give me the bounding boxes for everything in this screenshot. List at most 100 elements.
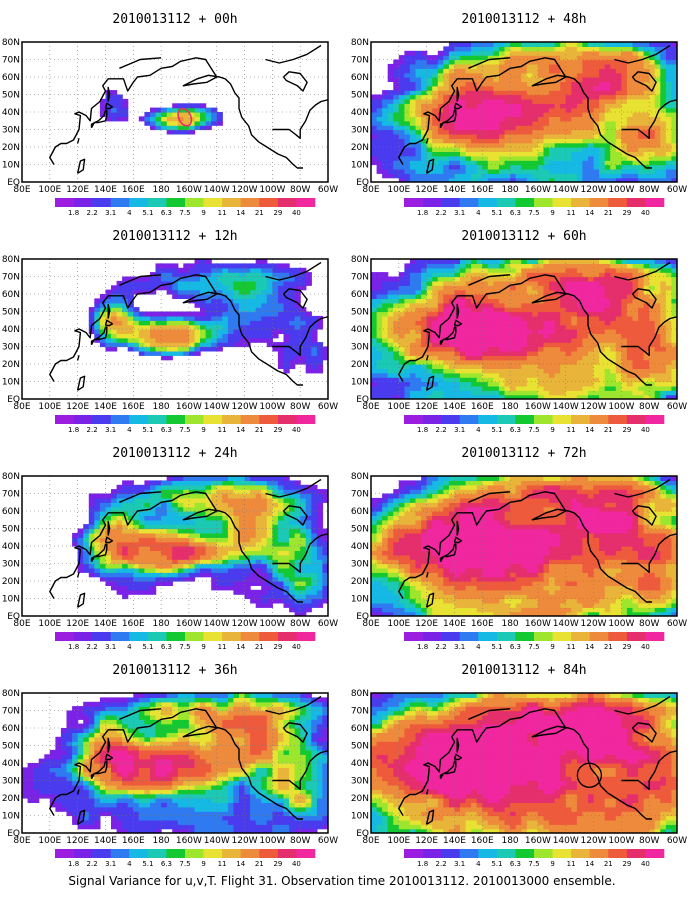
colorbar-swatch <box>185 415 204 424</box>
lat-tick-label: 60N <box>2 290 20 300</box>
lon-tick-label: 120E <box>415 185 438 195</box>
colorbar-label: 40 <box>292 209 301 217</box>
colorbar: 1.8 2.2 3.1 4 5.1 6.3 7.5 9 11 14 21 29 40 <box>55 849 316 868</box>
colorbar-label: 9 <box>201 643 205 651</box>
colorbar-swatch <box>147 849 167 858</box>
colorbar-swatch <box>185 198 204 207</box>
colorbar-label: 4 <box>476 643 481 651</box>
lon-tick-label: 100W <box>259 185 285 195</box>
colorbar-swatch <box>55 632 74 641</box>
lon-tick-label: 100W <box>259 619 285 629</box>
lat-tick-label: EQ <box>7 612 20 622</box>
colorbar-label: 14 <box>585 643 594 651</box>
colorbar-label: 11 <box>218 643 227 651</box>
colorbar-swatch <box>55 198 74 207</box>
lon-tick-label: 160W <box>176 836 202 846</box>
colorbar-swatch <box>73 198 93 207</box>
map-frame <box>370 692 678 834</box>
colorbar-label: 7.5 <box>179 209 190 217</box>
colorbar-label: 7.5 <box>179 426 190 434</box>
lat-tick-label: 80N <box>2 472 20 482</box>
colorbar-label: 5.1 <box>491 426 502 434</box>
map-frame <box>370 41 678 183</box>
colorbar-label: 9 <box>550 209 554 217</box>
lat-tick-label: 80N <box>351 38 369 48</box>
colorbar-label: 2.2 <box>436 426 447 434</box>
colorbar-label: 40 <box>641 426 650 434</box>
colorbar-label: 11 <box>218 426 227 434</box>
colorbar-label: 6.3 <box>161 209 172 217</box>
lon-tick-label: 140E <box>94 619 117 629</box>
variance-field <box>371 259 677 399</box>
lon-tick-label: 140E <box>94 185 117 195</box>
colorbar-label: 9 <box>201 209 205 217</box>
colorbar-label: 29 <box>273 426 282 434</box>
lon-tick-label: 80W <box>639 185 659 195</box>
colorbar-label: 3.1 <box>105 643 116 651</box>
colorbar-swatch <box>277 198 297 207</box>
colorbar-swatch <box>496 632 516 641</box>
colorbar-label: 29 <box>622 643 631 651</box>
lat-tick-label: 50N <box>351 91 369 101</box>
lon-tick-label: 180 <box>152 402 169 412</box>
colorbar-label: 14 <box>236 426 245 434</box>
colorbar-label: 29 <box>622 426 631 434</box>
colorbar-label: 29 <box>622 860 631 868</box>
colorbar-swatch <box>626 198 646 207</box>
colorbar-label: 29 <box>273 209 282 217</box>
lon-tick-label: 180 <box>152 619 169 629</box>
lat-tick-label: 50N <box>351 525 369 535</box>
variance-field <box>371 693 677 833</box>
lon-tick-label: 100E <box>38 836 61 846</box>
lon-tick-label: 60W <box>318 185 338 195</box>
lat-tick-label: 40N <box>351 759 369 769</box>
colorbar-label: 14 <box>585 426 594 434</box>
lon-tick-label: 180 <box>501 402 518 412</box>
colorbar-label: 5.1 <box>491 209 502 217</box>
colorbar-swatch <box>404 849 423 858</box>
colorbar-swatch <box>441 849 460 858</box>
colorbar-label: 4 <box>127 426 132 434</box>
lat-tick-label: 30N <box>2 560 20 570</box>
colorbar-label: 6.3 <box>510 426 521 434</box>
colorbar-swatch <box>166 632 186 641</box>
variance-field <box>371 476 677 616</box>
colorbar-label: 2.2 <box>87 209 98 217</box>
colorbar-label: 3.1 <box>454 426 465 434</box>
colorbar-swatch <box>441 632 460 641</box>
colorbar-swatch <box>608 415 628 424</box>
colorbar-label: 21 <box>255 643 264 651</box>
map-panel: 2010013112 + 60h EQ 10N 20N 30N 40N 50N 60N 70N 8… <box>351 229 687 434</box>
colorbar-swatch <box>185 632 204 641</box>
colorbar-swatch <box>296 198 316 207</box>
colorbar-swatch <box>534 415 553 424</box>
panel-title: 2010013112 + 84h <box>461 663 586 678</box>
colorbar-label: 3.1 <box>454 209 465 217</box>
lon-tick-label: 100W <box>608 402 634 412</box>
colorbar-label: 3.1 <box>105 860 116 868</box>
colorbar-label: 5.1 <box>142 209 153 217</box>
colorbar-swatch <box>534 198 553 207</box>
colorbar-swatch <box>441 415 460 424</box>
colorbar-label: 7.5 <box>179 643 190 651</box>
colorbar-swatch <box>552 415 572 424</box>
lat-tick-label: 60N <box>351 290 369 300</box>
lon-tick-label: 120E <box>66 619 89 629</box>
colorbar-label: 5.1 <box>142 426 153 434</box>
colorbar-label: 5.1 <box>491 643 502 651</box>
lon-tick-label: 180 <box>501 185 518 195</box>
colorbar-label: 9 <box>550 643 554 651</box>
lat-tick-label: 60N <box>2 73 20 83</box>
lon-tick-label: 60W <box>667 185 687 195</box>
variance-field <box>371 42 677 182</box>
colorbar-label: 2.2 <box>436 643 447 651</box>
variance-field <box>22 42 328 182</box>
lon-tick-label: 80E <box>362 619 379 629</box>
colorbar-swatch <box>147 632 167 641</box>
colorbar-swatch <box>166 849 186 858</box>
lat-tick-label: 60N <box>351 73 369 83</box>
map-frame <box>21 41 329 183</box>
lat-tick-label: 30N <box>2 777 20 787</box>
lon-tick-label: 80E <box>13 619 30 629</box>
